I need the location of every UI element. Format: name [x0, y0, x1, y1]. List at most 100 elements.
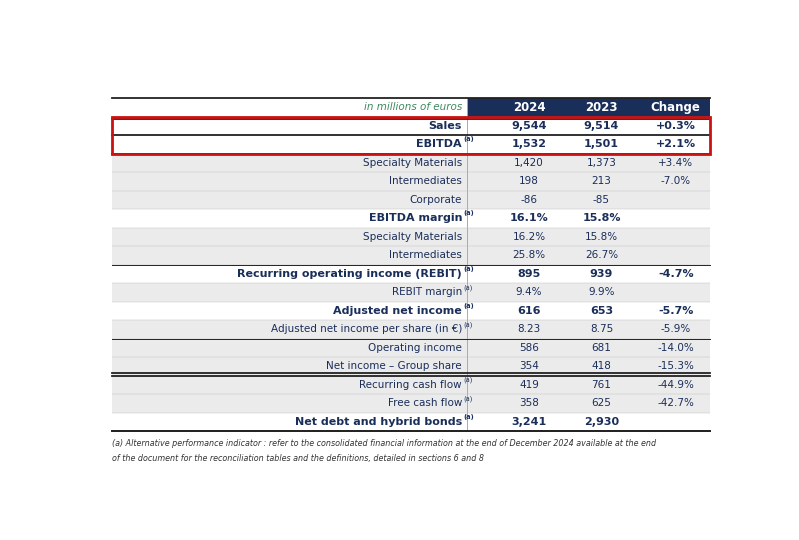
Text: 358: 358 — [519, 399, 539, 408]
FancyBboxPatch shape — [467, 394, 710, 413]
Text: Adjusted net income: Adjusted net income — [333, 306, 462, 316]
Text: 419: 419 — [519, 380, 539, 390]
Text: 761: 761 — [591, 380, 611, 390]
Text: -44.9%: -44.9% — [658, 380, 694, 390]
Text: 1,373: 1,373 — [586, 158, 616, 168]
Text: +2.1%: +2.1% — [656, 139, 696, 150]
FancyBboxPatch shape — [112, 320, 467, 339]
FancyBboxPatch shape — [112, 153, 467, 172]
Text: (a): (a) — [463, 211, 474, 217]
Text: 616: 616 — [517, 306, 541, 316]
FancyBboxPatch shape — [467, 320, 710, 339]
Text: of the document for the reconciliation tables and the definitions, detailed in s: of the document for the reconciliation t… — [112, 454, 484, 463]
FancyBboxPatch shape — [467, 191, 710, 209]
Text: 26.7%: 26.7% — [585, 251, 618, 260]
Text: 9,544: 9,544 — [511, 121, 547, 131]
Text: (a): (a) — [463, 266, 474, 272]
FancyBboxPatch shape — [112, 339, 467, 357]
FancyBboxPatch shape — [112, 172, 467, 191]
Text: 8.23: 8.23 — [518, 325, 541, 334]
FancyBboxPatch shape — [467, 153, 710, 172]
Text: 939: 939 — [590, 269, 613, 279]
FancyBboxPatch shape — [467, 283, 710, 302]
Text: in millions of euros: in millions of euros — [364, 102, 462, 112]
FancyBboxPatch shape — [112, 376, 467, 394]
Text: +3.4%: +3.4% — [658, 158, 694, 168]
Text: 681: 681 — [591, 343, 611, 353]
Text: 354: 354 — [519, 361, 539, 372]
Text: (a): (a) — [463, 284, 473, 291]
FancyBboxPatch shape — [467, 172, 710, 191]
Text: -7.0%: -7.0% — [661, 177, 691, 186]
Text: Recurring cash flow: Recurring cash flow — [360, 380, 462, 390]
Text: 1,532: 1,532 — [511, 139, 547, 150]
FancyBboxPatch shape — [112, 357, 467, 376]
FancyBboxPatch shape — [112, 394, 467, 413]
Text: Corporate: Corporate — [410, 195, 462, 205]
Text: 15.8%: 15.8% — [582, 213, 621, 224]
Text: 3,241: 3,241 — [511, 417, 547, 427]
Text: Net debt and hybrid bonds: Net debt and hybrid bonds — [295, 417, 462, 427]
Text: Operating income: Operating income — [368, 343, 462, 353]
Text: Specialty Materials: Specialty Materials — [363, 158, 462, 168]
Text: -42.7%: -42.7% — [658, 399, 694, 408]
Text: -15.3%: -15.3% — [658, 361, 694, 372]
Text: 418: 418 — [591, 361, 611, 372]
Text: 1,501: 1,501 — [584, 139, 619, 150]
Text: (a): (a) — [463, 136, 474, 143]
FancyBboxPatch shape — [467, 98, 710, 117]
Text: 9.4%: 9.4% — [515, 287, 543, 298]
Text: (a) Alternative performance indicator : refer to the consolidated financial info: (a) Alternative performance indicator : … — [112, 438, 657, 448]
Text: 895: 895 — [518, 269, 541, 279]
Text: REBIT margin: REBIT margin — [392, 287, 462, 298]
Text: Free cash flow: Free cash flow — [388, 399, 462, 408]
Text: -85: -85 — [593, 195, 610, 205]
Text: -5.7%: -5.7% — [658, 306, 694, 316]
Text: Net income – Group share: Net income – Group share — [327, 361, 462, 372]
Text: (a): (a) — [463, 376, 473, 383]
Text: 8.75: 8.75 — [590, 325, 613, 334]
FancyBboxPatch shape — [467, 339, 710, 357]
FancyBboxPatch shape — [112, 191, 467, 209]
Text: EBITDA margin: EBITDA margin — [368, 213, 462, 224]
Text: 213: 213 — [591, 177, 611, 186]
Text: -5.9%: -5.9% — [661, 325, 691, 334]
FancyBboxPatch shape — [112, 227, 467, 246]
FancyBboxPatch shape — [112, 246, 467, 265]
Text: Sales: Sales — [429, 121, 462, 131]
Text: (a): (a) — [463, 303, 474, 309]
FancyBboxPatch shape — [467, 246, 710, 265]
Text: 2024: 2024 — [513, 101, 545, 114]
Text: -4.7%: -4.7% — [658, 269, 694, 279]
Text: 2,930: 2,930 — [584, 417, 619, 427]
FancyBboxPatch shape — [467, 227, 710, 246]
Text: 9,514: 9,514 — [584, 121, 619, 131]
Text: 15.8%: 15.8% — [585, 232, 618, 242]
Text: Recurring operating income (REBIT): Recurring operating income (REBIT) — [237, 269, 462, 279]
Text: (a): (a) — [463, 395, 473, 402]
Text: Adjusted net income per share (in €): Adjusted net income per share (in €) — [271, 325, 462, 334]
Text: 16.2%: 16.2% — [512, 232, 546, 242]
FancyBboxPatch shape — [467, 376, 710, 394]
Text: 586: 586 — [519, 343, 539, 353]
Text: 625: 625 — [591, 399, 611, 408]
Text: 2023: 2023 — [585, 101, 618, 114]
Text: 16.1%: 16.1% — [510, 213, 548, 224]
Text: Intermediates: Intermediates — [389, 251, 462, 260]
Text: EBITDA: EBITDA — [416, 139, 462, 150]
Text: (a): (a) — [463, 321, 473, 328]
Text: 25.8%: 25.8% — [512, 251, 546, 260]
Text: 653: 653 — [590, 306, 613, 316]
Text: 1,420: 1,420 — [514, 158, 544, 168]
Text: 9.9%: 9.9% — [588, 287, 614, 298]
FancyBboxPatch shape — [112, 283, 467, 302]
Text: -86: -86 — [520, 195, 538, 205]
Text: Intermediates: Intermediates — [389, 177, 462, 186]
Text: Specialty Materials: Specialty Materials — [363, 232, 462, 242]
Text: (a): (a) — [463, 414, 474, 420]
Text: -14.0%: -14.0% — [658, 343, 694, 353]
Text: +0.3%: +0.3% — [656, 121, 696, 131]
Text: 198: 198 — [519, 177, 539, 186]
FancyBboxPatch shape — [467, 357, 710, 376]
Text: Change: Change — [651, 101, 701, 114]
